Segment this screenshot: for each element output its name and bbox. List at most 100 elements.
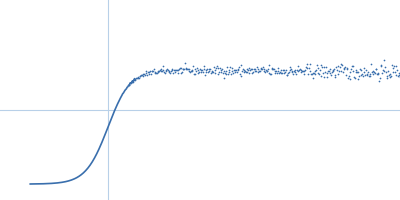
Point [217,66,223,69]
Point [300,69,306,72]
Point [322,70,328,73]
Point [226,69,233,72]
Point [237,64,244,67]
Point [138,74,144,77]
Point [364,72,370,75]
Point [262,68,269,72]
Point [228,72,234,76]
Point [205,71,211,74]
Point [359,72,365,75]
Point [382,66,388,69]
Point [268,66,275,69]
Point [217,71,224,74]
Point [291,70,297,73]
Point [271,68,277,71]
Point [366,72,373,75]
Point [328,70,335,73]
Point [218,68,224,71]
Point [188,70,195,73]
Point [352,76,358,79]
Point [140,73,147,76]
Point [374,72,381,76]
Point [334,69,340,72]
Point [262,70,268,73]
Point [375,71,382,74]
Point [149,70,156,73]
Point [182,68,189,71]
Point [349,70,356,73]
Point [319,66,325,69]
Point [200,64,207,68]
Point [302,68,308,71]
Point [266,64,273,67]
Point [191,73,197,76]
Point [131,77,138,80]
Point [182,61,188,65]
Point [239,69,245,73]
Point [282,71,288,74]
Point [364,73,370,76]
Point [161,71,168,74]
Point [242,70,248,73]
Point [394,68,400,71]
Point [342,65,348,68]
Point [264,69,270,72]
Point [188,69,194,72]
Point [126,84,132,87]
Point [170,71,176,74]
Point [344,66,350,69]
Point [168,67,175,71]
Point [180,68,186,71]
Point [296,68,302,71]
Point [164,68,170,71]
Point [357,68,363,71]
Point [306,67,312,70]
Point [194,67,200,70]
Point [333,65,340,69]
Point [193,70,199,73]
Point [338,63,345,66]
Point [289,70,296,73]
Point [146,73,152,76]
Point [160,68,167,71]
Point [362,74,368,77]
Point [269,67,276,70]
Point [222,70,229,73]
Point [208,72,214,75]
Point [283,69,289,72]
Point [377,76,383,79]
Point [340,66,347,70]
Point [329,69,336,73]
Point [200,70,206,73]
Point [384,74,390,77]
Point [221,77,228,80]
Point [283,74,290,77]
Point [280,69,286,72]
Point [298,69,304,72]
Point [345,76,351,79]
Point [236,65,242,68]
Point [379,71,386,74]
Point [387,73,394,76]
Point [295,70,302,73]
Point [198,68,204,72]
Point [280,69,287,72]
Point [209,70,216,73]
Point [203,70,210,73]
Point [186,69,192,73]
Point [148,72,154,75]
Point [275,70,282,73]
Point [153,71,159,75]
Point [206,68,213,71]
Point [284,74,290,77]
Point [152,71,158,74]
Point [294,65,301,68]
Point [211,65,217,68]
Point [327,68,334,71]
Point [306,69,313,72]
Point [317,68,323,71]
Point [313,69,320,72]
Point [142,70,149,73]
Point [148,69,155,72]
Point [331,67,337,71]
